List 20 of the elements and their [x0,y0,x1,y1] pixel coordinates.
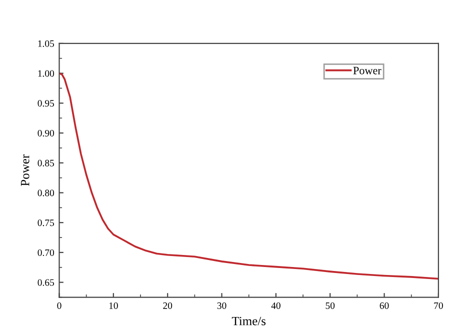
legend-label: Power [353,66,382,74]
y-tick-label: 0.85 [38,160,54,166]
x-tick-label: 70 [434,302,443,309]
y-tick-label: 0.75 [38,220,54,226]
x-axis-title: Time/s [232,316,266,326]
x-tick-label: 0 [57,302,62,309]
x-tick-label: 30 [217,302,226,309]
y-tick-label: 1.05 [38,40,54,47]
x-tick-label: 20 [163,302,172,309]
y-tick-label: 0.70 [38,249,54,256]
y-tick-label: 0.90 [38,130,54,137]
x-tick-label: 50 [326,302,335,309]
x-tick-label: 40 [271,302,280,309]
y-axis-title: Power [20,154,30,186]
x-tick-label: 10 [109,302,118,309]
y-tick-label: 1.00 [38,70,54,77]
y-tick-label: 0.95 [38,100,54,107]
y-tick-label: 0.65 [38,279,54,286]
x-tick-label: 60 [380,302,389,309]
y-tick-label: 0.80 [38,190,54,196]
